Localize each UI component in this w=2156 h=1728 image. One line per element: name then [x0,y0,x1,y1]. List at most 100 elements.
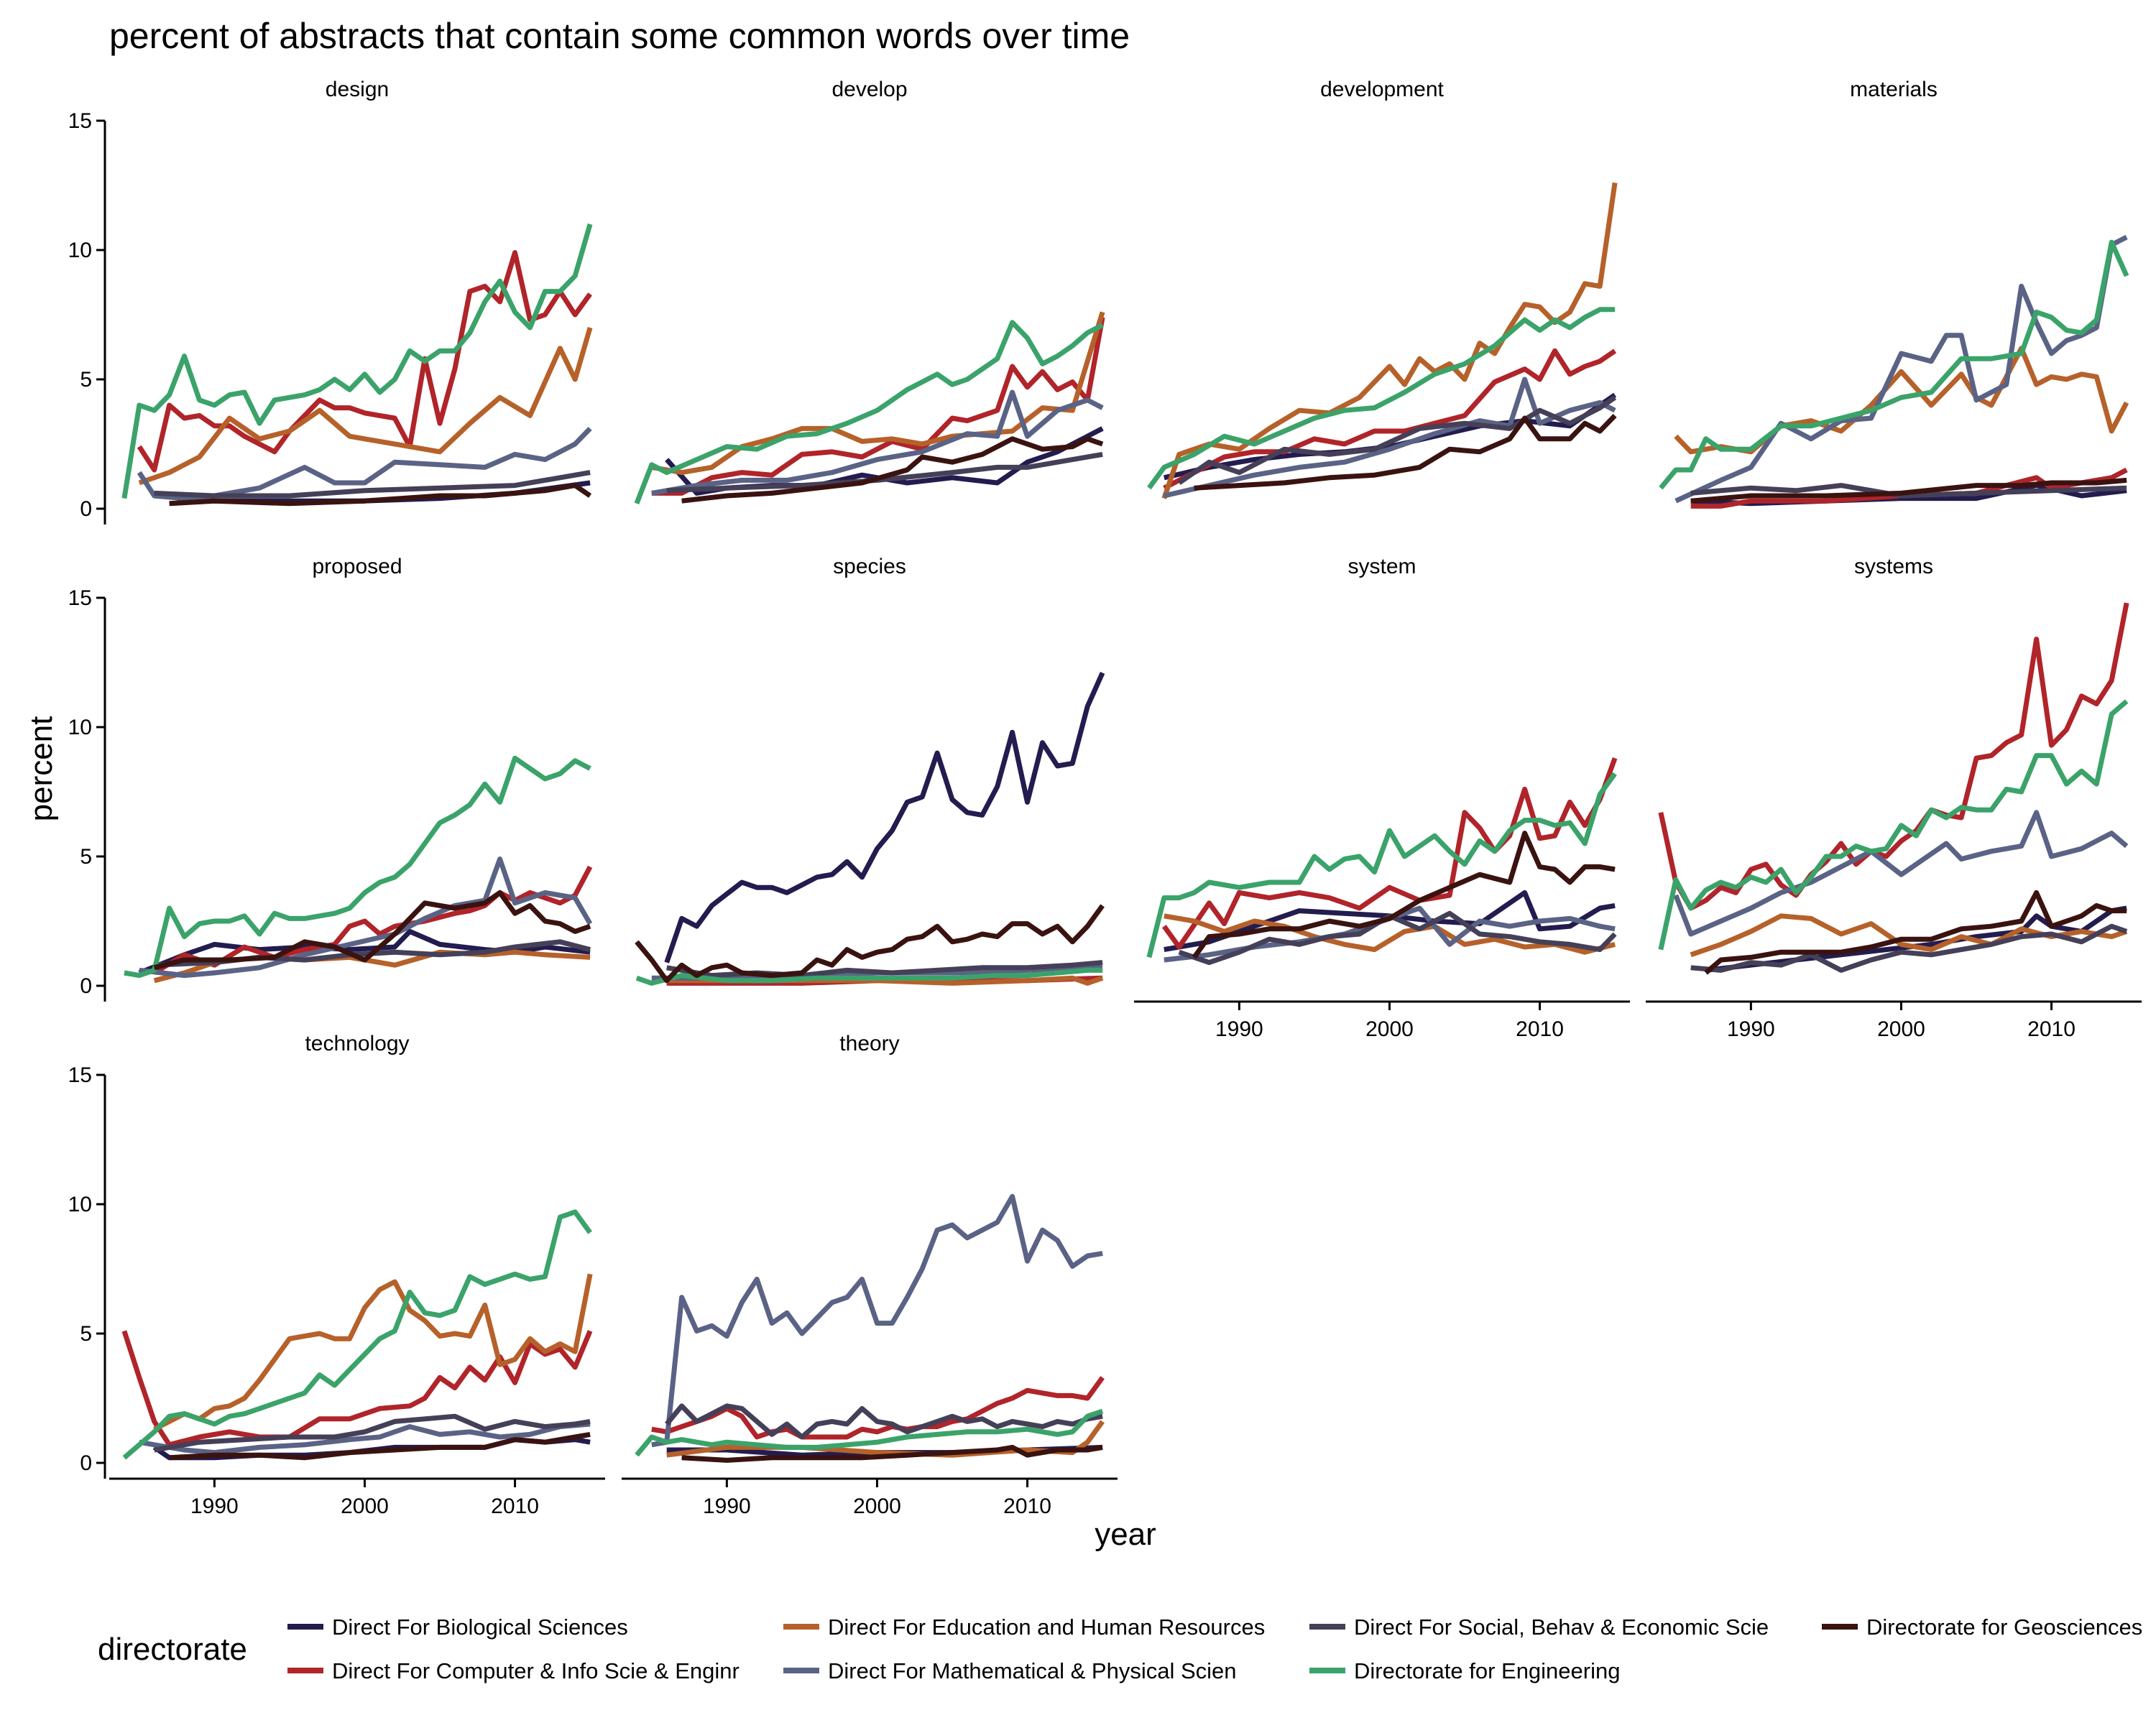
legend-item-direct-for-computer-info-scie-enginr: Direct For Computer & Info Scie & Enginr [287,1658,740,1683]
panel-materials: materials [1659,78,2129,509]
series-line-direct-for-education-and-human-resources [666,1420,1105,1458]
panel-design: design 0 5 10 15 [68,78,593,525]
series-line-directorate-for-engineering [1658,699,2129,951]
chart-title: percent of abstracts that contain some c… [109,16,1130,56]
y-tick-label: 15 [68,1063,92,1087]
x-tick-label: 1990 [703,1494,751,1518]
series-line-direct-for-mathematical-physical-scien [1164,905,1616,963]
series-line-direct-for-social-behav-economic-scie [666,451,1103,494]
series-line-directorate-for-engineering [635,1408,1104,1457]
legend-item-directorate-for-engineering: Directorate for Engineering [1309,1658,1620,1683]
panel-species: species [635,555,1105,986]
panel-system: system 1990 2000 2010 [1134,555,1630,1041]
legend-label: Direct For Biological Sciences [332,1614,628,1640]
y-tick-label: 10 [68,239,92,262]
series-line-directorate-for-geosciences [169,483,592,507]
series-line-direct-for-mathematical-physical-scien [139,856,593,979]
series-line-directorate-for-geosciences [1704,890,2127,975]
series-line-direct-for-education-and-human-resources [153,1273,593,1432]
legend-label: Directorate for Engineering [1354,1658,1620,1683]
x-tick-label: 2000 [341,1494,389,1518]
facet-panels: design 0 5 10 15 develop development materials p… [68,78,2142,1518]
legend-label: Direct For Mathematical & Physical Scien [828,1658,1237,1683]
series-line-direct-for-social-behav-economic-scie [1178,910,1617,966]
x-tick-label: 1990 [190,1494,239,1518]
panel-proposed: proposed 0 5 10 15 [68,555,593,1002]
series-line-directorate-for-engineering [635,967,1103,986]
x-tick-label: 2010 [1003,1494,1051,1518]
series-line-directorate-for-engineering [121,223,593,499]
series-line-direct-for-computer-info-scie-enginr [1163,348,1617,491]
x-tick-label: 1990 [1215,1017,1263,1041]
y-tick-label: 15 [68,586,92,610]
series-line-directorate-for-geosciences [681,436,1104,504]
y-tick-label: 5 [80,845,92,869]
series-line-direct-for-computer-info-scie-enginr [137,250,592,473]
series-line-directorate-for-geosciences [1194,413,1617,491]
series-line-directorate-for-engineering [1147,307,1616,490]
y-tick-label: 10 [68,1193,92,1216]
panel-title: proposed [312,555,402,578]
panel-theory: theory 1990 2000 2010 [622,1032,1118,1518]
panel-title: species [833,555,906,578]
legend-title: directorate [98,1632,247,1667]
legend-item-direct-for-mathematical-physical-scien: Direct For Mathematical & Physical Scien [783,1658,1237,1683]
series-line-directorate-for-geosciences [635,904,1105,984]
series-line-direct-for-mathematical-physical-scien [1164,376,1616,499]
panel-systems: systems 1990 2000 2010 [1646,555,2142,1041]
series-line-direct-for-computer-info-scie-enginr [1658,602,2129,911]
series-line-directorate-for-geosciences [1690,477,2127,504]
y-tick-label: 0 [80,1451,92,1475]
series-line-directorate-for-engineering [122,1209,592,1460]
x-tick-label: 1990 [1727,1017,1775,1041]
x-tick-label: 2010 [1516,1017,1564,1041]
y-tick-label: 10 [68,716,92,739]
panel-title: design [326,78,389,101]
series-line-direct-for-mathematical-physical-scien [1673,810,2129,937]
series-line-direct-for-biological-sciences [664,671,1105,964]
y-tick-label: 5 [80,368,92,392]
x-tick-label: 2000 [1877,1017,1925,1041]
series-line-direct-for-mathematical-physical-scien [1674,234,2128,504]
y-tick-label: 5 [80,1322,92,1346]
series-line-direct-for-social-behav-economic-scie [1177,395,1617,485]
legend-item-directorate-for-geosciences: Directorate for Geosciences [1822,1614,2142,1640]
series-line-direct-for-mathematical-physical-scien [137,426,592,502]
panel-develop: develop [634,78,1105,505]
panel-technology: technology 0 5 10 15 1990 2000 2010 [68,1032,605,1518]
x-axis-label: year [1095,1517,1156,1552]
legend-label: Directorate for Geosciences [1866,1614,2142,1640]
y-tick-label: 0 [80,497,92,521]
y-axis-label: percent [24,716,59,822]
legend-label: Direct For Computer & Info Scie & Enginr [332,1658,740,1683]
series-line-directorate-for-engineering [1146,772,1617,958]
series-line-direct-for-computer-info-scie-enginr [121,1330,593,1448]
legend-label: Direct For Education and Human Resources [828,1614,1265,1640]
series-line-directorate-for-geosciences [153,890,591,971]
series-line-direct-for-mathematical-physical-scien [651,1193,1103,1448]
series-line-directorate-for-engineering [634,320,1104,505]
x-tick-label: 2010 [491,1494,539,1518]
x-tick-label: 2010 [2027,1017,2076,1041]
y-tick-label: 15 [68,109,92,133]
panel-title: systems [1854,555,1933,578]
series-line-directorate-for-geosciences [169,1431,591,1461]
legend-item-direct-for-social-behav-economic-scie: Direct For Social, Behav & Economic Scie [1309,1614,1769,1640]
series-line-direct-for-education-and-human-resources [138,327,593,486]
panel-title: materials [1850,78,1938,101]
panel-title: technology [305,1032,409,1055]
series-line-directorate-for-geosciences [681,1444,1103,1463]
series-line-direct-for-education-and-human-resources [1164,913,1616,955]
legend-label: Direct For Social, Behav & Economic Scie [1354,1614,1769,1640]
series-line-directorate-for-engineering [1659,239,2129,490]
series-line-direct-for-social-behav-economic-scie [154,470,591,499]
series-line-direct-for-social-behav-economic-scie [665,1403,1103,1440]
x-tick-label: 2000 [1365,1017,1414,1041]
series-line-directorate-for-geosciences [1192,831,1616,959]
series-line-direct-for-mathematical-physical-scien [139,1421,591,1456]
panel-title: system [1348,555,1416,578]
series-line-direct-for-social-behav-economic-scie [1690,483,2127,499]
y-tick-label: 0 [80,974,92,998]
series-line-direct-for-education-and-human-resources [1690,913,2128,958]
